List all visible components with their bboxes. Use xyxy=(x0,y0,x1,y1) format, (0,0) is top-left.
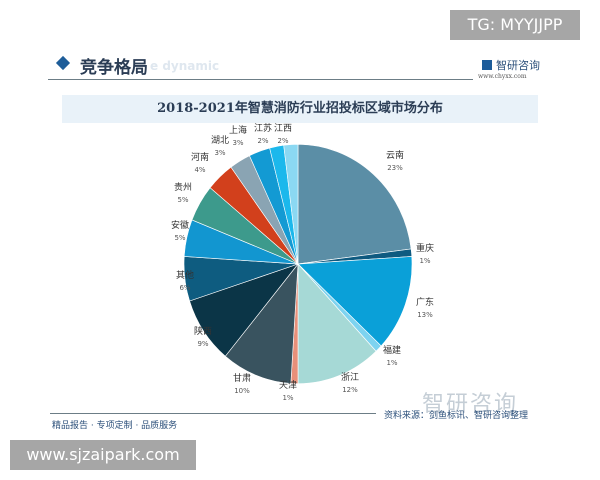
pie-label: 陕西 9% xyxy=(183,326,223,350)
pie-label-name: 江苏 xyxy=(253,124,272,134)
pie-label-percent: 3% xyxy=(232,139,244,147)
pie-label-percent: 5% xyxy=(174,234,186,242)
pie-label: 贵州 5% xyxy=(163,182,203,206)
chart-title: 2018-2021年智慧消防行业招投标区域市场分布 xyxy=(157,101,443,116)
pie-label: 安徽 5% xyxy=(160,220,200,244)
pie-label-name: 天津 xyxy=(278,381,297,391)
chart-title-bar xyxy=(62,95,538,123)
pie-label: 重庆 1% xyxy=(405,243,445,267)
brand-name: 智研咨询 xyxy=(496,59,540,72)
pie-label: 上海 3% xyxy=(218,125,258,149)
pie-label-percent: 2% xyxy=(257,137,269,145)
watermark-tag: TG: MYYJJPP xyxy=(450,10,580,40)
pie-label: 浙江 12% xyxy=(330,372,370,396)
section-title: 竞争格局 xyxy=(80,58,148,78)
pie-label-percent: 10% xyxy=(234,387,250,395)
pie-label: 湖北 3% xyxy=(200,135,240,159)
pie-label: 甘肃 10% xyxy=(222,373,262,397)
header-divider xyxy=(48,79,473,80)
pie-label: 天津 1% xyxy=(268,380,308,404)
pie-label-percent: 6% xyxy=(179,284,191,292)
pie-label-percent: 3% xyxy=(214,149,226,157)
footer-divider xyxy=(50,413,376,414)
pie-label-name: 江西 xyxy=(273,124,292,134)
pie-label-name: 甘肃 xyxy=(232,374,251,384)
pie-label-percent: 23% xyxy=(387,164,403,172)
pie-label: 河南 4% xyxy=(180,152,220,176)
pie-label: 江西 2% xyxy=(263,123,303,147)
watermark-logo: 智研咨询 xyxy=(422,392,519,417)
pie-label-name: 重庆 xyxy=(415,244,434,254)
pie-slice-江西 xyxy=(283,143,299,265)
pie-label-percent: 9% xyxy=(197,340,209,348)
pie-label-name: 其他 xyxy=(175,271,194,281)
pie-label-name: 陕西 xyxy=(193,327,212,337)
pie-slice-浙江 xyxy=(297,263,377,385)
site-tag: www.sjzaipark.com xyxy=(10,440,196,470)
footer-tagline: 精品报告 · 专项定制 · 品质服务 xyxy=(52,421,178,431)
pie-label: 其他 6% xyxy=(165,270,205,294)
pie-label: 广东 13% xyxy=(405,297,445,321)
brand-icon xyxy=(482,60,492,70)
brand-logo: 智研咨询 xyxy=(482,57,540,73)
pie-label-name: 河南 xyxy=(190,153,209,163)
brand-url: www.chyxx.com xyxy=(478,73,527,80)
pie-label: 云南 23% xyxy=(375,150,415,174)
pie-slice-广东 xyxy=(297,256,413,347)
pie-label: 江苏 2% xyxy=(243,123,283,147)
pie-label-percent: 13% xyxy=(417,311,433,319)
data-source: 资料来源：剑鱼标讯、智研咨询整理 xyxy=(384,411,529,421)
pie-label-percent: 12% xyxy=(342,386,358,394)
pie-label-name: 云南 xyxy=(385,151,404,161)
pie-label-name: 湖北 xyxy=(210,136,229,146)
pie-label: 福建 1% xyxy=(372,345,412,369)
pie-label-name: 浙江 xyxy=(340,373,359,383)
pie-label-percent: 1% xyxy=(386,359,398,367)
pie-slice-云南 xyxy=(297,143,412,265)
pie-label-name: 广东 xyxy=(415,298,434,308)
pie-label-name: 安徽 xyxy=(170,221,189,231)
pie-label-name: 上海 xyxy=(228,126,247,136)
pie-label-name: 贵州 xyxy=(173,183,192,193)
ghost-text: e dynamic xyxy=(150,59,220,73)
pie-label-percent: 1% xyxy=(282,394,294,402)
pie-label-percent: 4% xyxy=(194,166,206,174)
pie-label-name: 福建 xyxy=(382,346,401,356)
pie-label-percent: 5% xyxy=(177,196,189,204)
pie-slice-甘肃 xyxy=(224,263,299,384)
pie-label-percent: 1% xyxy=(419,257,431,265)
pie-label-percent: 2% xyxy=(277,137,289,145)
